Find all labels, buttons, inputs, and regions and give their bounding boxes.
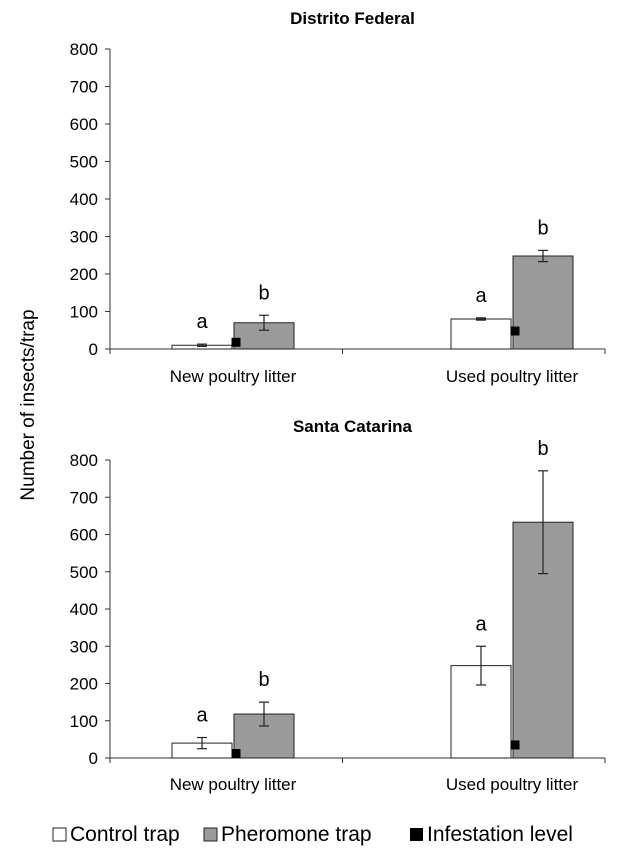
y-tick-label: 300 bbox=[70, 637, 98, 656]
infestation-level-marker bbox=[231, 749, 241, 759]
significance-letter: a bbox=[196, 705, 208, 727]
y-tick-label: 600 bbox=[70, 526, 98, 545]
pheromone-trap-bar bbox=[512, 255, 574, 350]
y-tick-label: 500 bbox=[70, 153, 98, 172]
infestation-level-marker bbox=[231, 337, 241, 347]
y-tick-label: 600 bbox=[70, 115, 98, 134]
category-label: New poultry litter bbox=[170, 775, 297, 794]
y-tick-label: 200 bbox=[70, 675, 98, 694]
significance-letter: a bbox=[196, 311, 208, 333]
chart-title: Santa Catarina bbox=[293, 417, 413, 436]
significance-letter: b bbox=[537, 438, 548, 460]
y-tick-label: 800 bbox=[70, 451, 98, 470]
y-tick-label: 200 bbox=[70, 265, 98, 284]
significance-letter: a bbox=[475, 285, 487, 307]
y-tick-label: 100 bbox=[70, 712, 98, 731]
y-tick-label: 300 bbox=[70, 228, 98, 247]
y-tick-label: 100 bbox=[70, 303, 98, 322]
infestation-level-marker bbox=[510, 740, 520, 750]
pheromone-trap-bar bbox=[233, 322, 295, 350]
y-tick-label: 0 bbox=[89, 340, 98, 359]
significance-letter: b bbox=[258, 282, 269, 304]
significance-letter: a bbox=[475, 613, 487, 635]
legend-label: Control trap bbox=[70, 823, 180, 846]
y-tick-label: 400 bbox=[70, 190, 98, 209]
category-label: Used poultry litter bbox=[446, 775, 579, 794]
pheromone-trap-bar bbox=[233, 713, 295, 759]
significance-letter: b bbox=[537, 217, 548, 239]
significance-letter: b bbox=[258, 669, 269, 691]
legend-label: Infestation level bbox=[427, 823, 573, 846]
y-tick-label: 800 bbox=[70, 40, 98, 59]
chart-title: Distrito Federal bbox=[290, 9, 415, 28]
legend-label: Pheromone trap bbox=[221, 823, 372, 846]
infestation-level-marker bbox=[510, 326, 520, 336]
legend-swatch bbox=[410, 828, 423, 841]
legend-swatch bbox=[203, 827, 218, 842]
control-trap-bar bbox=[450, 318, 512, 350]
category-label: Used poultry litter bbox=[446, 367, 579, 386]
y-tick-label: 700 bbox=[70, 78, 98, 97]
y-tick-label: 0 bbox=[89, 749, 98, 768]
y-tick-label: 700 bbox=[70, 488, 98, 507]
y-tick-label: 400 bbox=[70, 600, 98, 619]
y-tick-label: 500 bbox=[70, 563, 98, 582]
y-axis-label: Number of insects/trap bbox=[18, 309, 39, 500]
category-label: New poultry litter bbox=[170, 367, 297, 386]
legend-swatch bbox=[52, 827, 67, 842]
